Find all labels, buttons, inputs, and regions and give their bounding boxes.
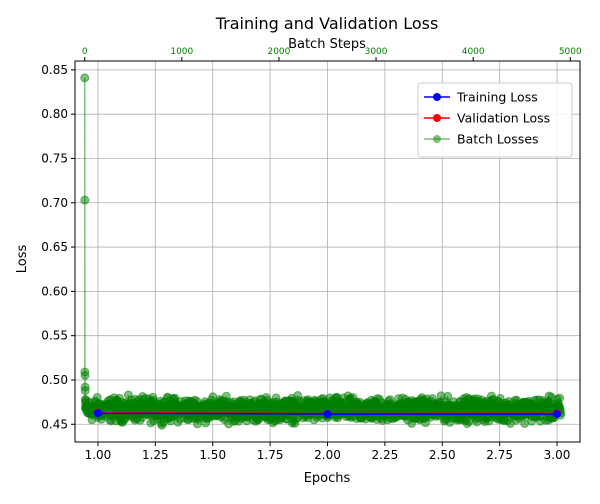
x-tick-label: 2.50 xyxy=(429,448,456,462)
batch-loss-point xyxy=(443,391,453,401)
legend-box xyxy=(417,82,573,158)
training-loss-point xyxy=(93,409,102,418)
training-loss-point xyxy=(553,410,562,419)
secondary-x-tick-label: 4000 xyxy=(462,47,485,57)
x-tick-label: 2.00 xyxy=(314,448,341,462)
y-tick-label: 0.55 xyxy=(41,329,68,343)
legend-marker xyxy=(433,135,441,143)
y-tick-label: 0.85 xyxy=(41,63,68,77)
y-tick-label: 0.70 xyxy=(41,196,68,210)
y-tick-label: 0.65 xyxy=(41,240,68,254)
batch-loss-point xyxy=(80,195,90,205)
x-tick-label: 1.25 xyxy=(142,448,169,462)
legend: Training Loss Validation Loss Batch Losses xyxy=(417,82,573,158)
legend-label: Batch Losses xyxy=(457,132,539,147)
secondary-x-tick-label: 1000 xyxy=(170,47,193,57)
training-loss-point xyxy=(323,410,332,419)
x-tick-label: 1.00 xyxy=(85,448,112,462)
legend-label: Training Loss xyxy=(456,90,538,105)
legend-marker xyxy=(433,93,441,101)
y-tick-label: 0.75 xyxy=(41,151,68,165)
x-tick-label: 3.00 xyxy=(544,448,571,462)
y-tick-label: 0.45 xyxy=(41,417,68,431)
y-tick-label: 0.80 xyxy=(41,107,68,121)
x-tick-label: 2.25 xyxy=(372,448,399,462)
chart-title: Training and Validation Loss xyxy=(215,14,439,33)
training-loss-series xyxy=(93,409,562,419)
batch-loss-point xyxy=(80,386,90,396)
batch-loss-point xyxy=(555,393,565,403)
x-axis-label: Epochs xyxy=(304,471,351,486)
y-axis-label: Loss xyxy=(15,245,30,274)
secondary-x-tick-label: 5000 xyxy=(559,47,582,57)
legend-marker xyxy=(433,114,441,122)
y-tick-label: 0.50 xyxy=(41,373,68,387)
x-tick-label: 1.75 xyxy=(257,448,284,462)
secondary-x-tick-label: 2000 xyxy=(267,47,290,57)
x-tick-label: 2.75 xyxy=(486,448,513,462)
series-layer xyxy=(80,73,566,430)
legend-label: Validation Loss xyxy=(457,111,550,126)
batch-loss-point xyxy=(80,371,90,381)
secondary-x-tick-label: 0 xyxy=(82,47,88,57)
secondary-x-tick-label: 3000 xyxy=(365,47,388,57)
secondary-x-axis-label: Batch Steps xyxy=(288,37,366,52)
y-tick-label: 0.60 xyxy=(41,284,68,298)
axis-layer: 1.00 1.25 1.50 1.75 2.00 2.25 2.50 2.75 3.00 0.45… xyxy=(41,47,582,462)
x-tick-label: 1.50 xyxy=(199,448,226,462)
batch-loss-point xyxy=(80,73,90,83)
